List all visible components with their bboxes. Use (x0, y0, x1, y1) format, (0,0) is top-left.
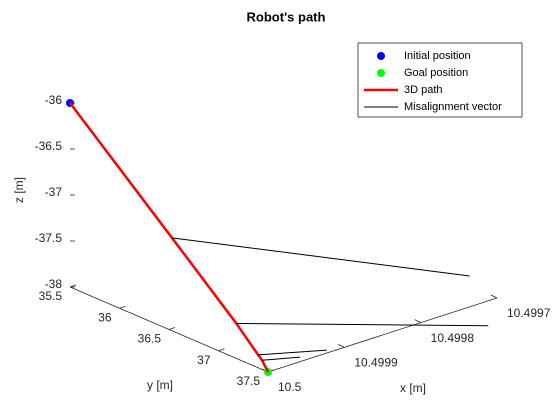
y-tick (119, 305, 126, 309)
x-axis-line (267, 297, 498, 373)
legend-label: Initial position (404, 50, 471, 62)
legend-marker (377, 52, 385, 60)
chart-title: Robot's path (247, 9, 326, 24)
y-axis-label: y [m] (147, 378, 173, 392)
x-tick-label: 10.4999 (354, 356, 398, 370)
y-tick (168, 327, 176, 330)
legend-marker (377, 69, 385, 77)
legend-label: Misalignment vector (404, 101, 502, 113)
y-tick-label: 37 (197, 353, 211, 367)
z-axis-label: z [m] (12, 177, 26, 203)
z-tick-label: -36 (45, 93, 63, 107)
y-tick-label: 37.5 (237, 374, 261, 388)
z-tick-label: -37.5 (35, 231, 63, 245)
legend-label: 3D path (404, 84, 443, 96)
x-tick-label: 10.4998 (431, 331, 475, 345)
x-tick (338, 343, 345, 348)
y-tick-label: 36.5 (138, 332, 162, 346)
y-tick-label: 35.5 (39, 289, 63, 303)
legend-box (357, 42, 523, 118)
y-tick-label: 36 (98, 310, 112, 324)
x-tick (414, 319, 421, 324)
x-tick (490, 294, 498, 299)
z-tick-label: -36.5 (35, 139, 63, 153)
path-line (69, 102, 270, 373)
x-axis-label: x [m] (400, 381, 426, 395)
z-tick-label: -38 (45, 277, 63, 291)
y-tick (218, 348, 225, 352)
legend-label: Goal position (404, 67, 468, 79)
x-tick-label: 10.5 (278, 380, 302, 394)
z-tick-label: -37 (45, 185, 63, 199)
vector-line (171, 237, 489, 361)
x-tick-label: 10.4997 (507, 306, 551, 320)
